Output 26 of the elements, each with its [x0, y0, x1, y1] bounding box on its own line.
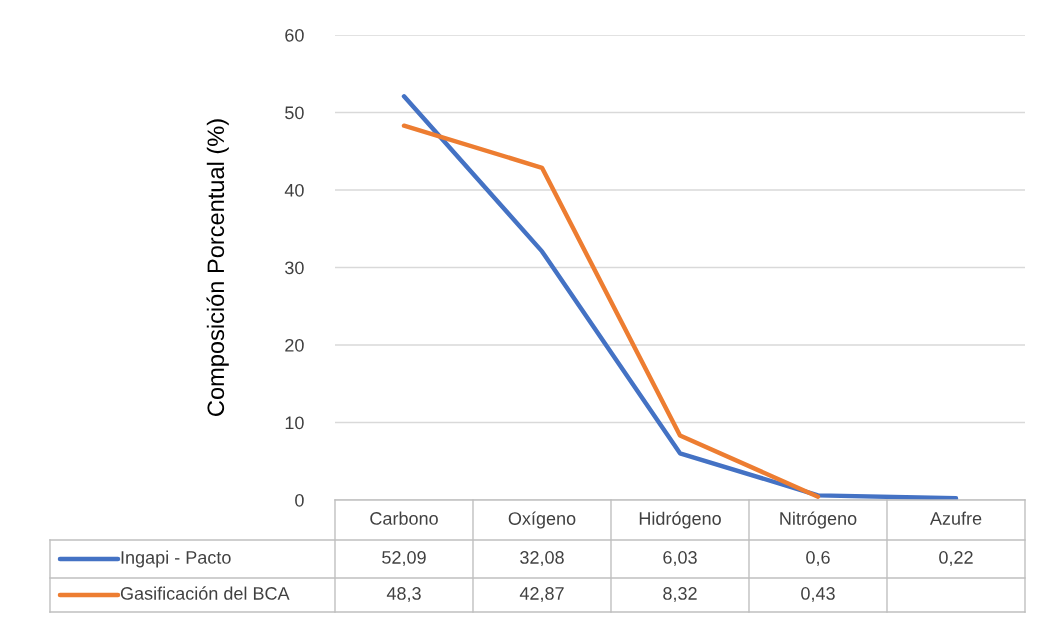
y-tick-label: 30	[285, 261, 304, 275]
y-tick-label: 50	[285, 106, 304, 120]
line-series	[401, 94, 959, 500]
y-tick-label: 20	[285, 338, 304, 352]
y-tick-label: 0	[295, 493, 304, 507]
x-tick-label: Hidrógeno	[639, 511, 721, 529]
x-tick-label: Nitrógeno	[780, 511, 857, 529]
y-axis-title: Composición Porcentual (%)	[206, 119, 229, 416]
data-label: 8,32	[663, 587, 697, 602]
data-label: 48,3	[386, 587, 421, 602]
data-label: 6,03	[663, 551, 697, 566]
x-tick-label: Carbono	[370, 511, 438, 525]
x-tick-label: Oxígeno	[508, 511, 576, 529]
legend-label: Gasificación del BCA	[120, 586, 290, 600]
y-tick-label: 10	[285, 416, 304, 430]
data-label: 0,6	[806, 551, 830, 566]
data-label: 42,87	[519, 587, 564, 602]
data-label: 32,08	[520, 551, 564, 566]
legend-label: Ingapi - Pacto	[121, 550, 231, 568]
data-label: 52,09	[382, 551, 426, 566]
y-tick-label: 60	[285, 28, 304, 42]
x-tick-label: Azufre	[929, 511, 982, 525]
y-tick-label: 40	[284, 183, 304, 197]
data-label: 0,22	[939, 551, 973, 566]
line-series	[401, 123, 821, 499]
data-label: 0,43	[801, 587, 835, 602]
